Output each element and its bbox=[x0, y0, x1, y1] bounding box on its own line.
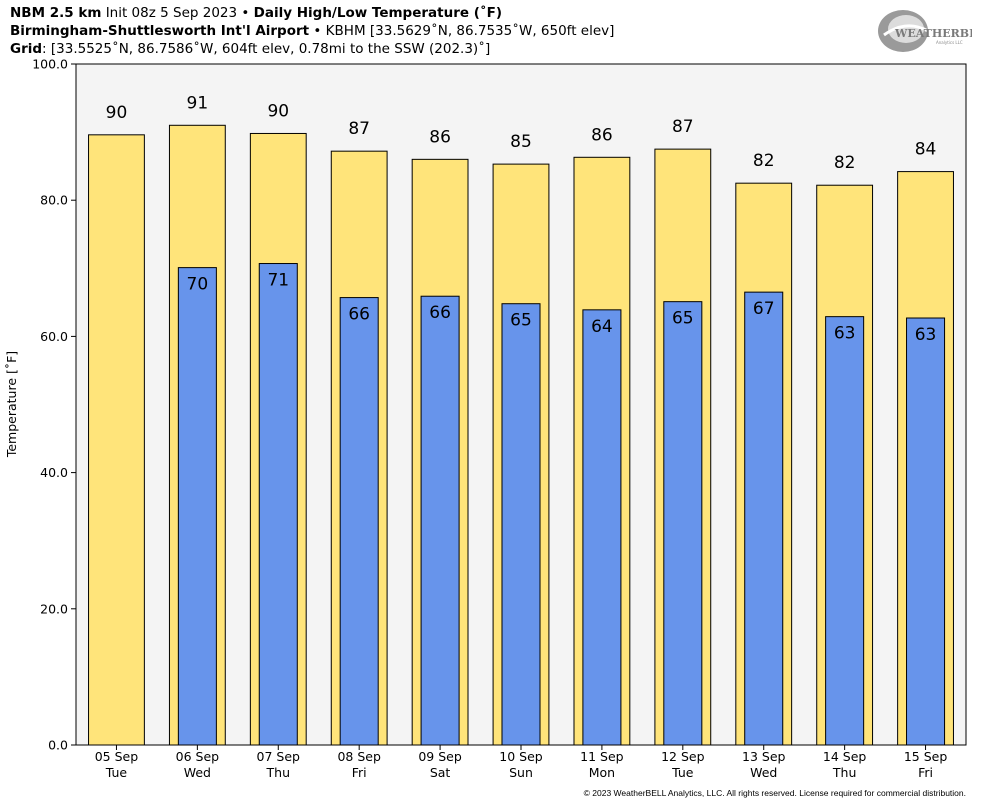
low-temp-label: 63 bbox=[915, 325, 937, 345]
low-temp-bar bbox=[825, 316, 865, 746]
y-tick-label: 100.0 bbox=[32, 57, 68, 72]
high-temp-label: 87 bbox=[348, 119, 370, 139]
high-temp-label: 82 bbox=[834, 153, 856, 173]
model-name: NBM 2.5 km bbox=[10, 5, 102, 21]
logo-text: WEATHERBELL bbox=[894, 27, 972, 40]
low-temp-bar bbox=[582, 309, 622, 746]
y-tick-label: 80.0 bbox=[40, 193, 68, 208]
low-temp-bar bbox=[663, 301, 703, 746]
title-line: NBM 2.5 km Init 08z 5 Sep 2023 • Daily H… bbox=[10, 5, 502, 22]
low-temp-bar bbox=[420, 295, 460, 746]
high-temp-label: 90 bbox=[267, 101, 289, 121]
low-temp-label: 66 bbox=[348, 305, 370, 325]
low-temp-bar bbox=[906, 317, 946, 746]
x-tick-label-day: Mon bbox=[589, 765, 615, 780]
x-tick-label-date: 11 Sep bbox=[580, 749, 624, 764]
grid-line: Grid: [33.5525˚N, 86.7586˚W, 604ft elev,… bbox=[10, 41, 490, 58]
high-temp-label: 82 bbox=[753, 151, 775, 171]
x-tick-label-date: 09 Sep bbox=[418, 749, 462, 764]
station-info: KBHM [33.5629˚N, 86.7535˚W, 650ft elev] bbox=[325, 23, 615, 39]
x-tick-label-day: Wed bbox=[184, 765, 211, 780]
y-tick-label: 40.0 bbox=[40, 465, 68, 480]
x-tick-label-day: Fri bbox=[918, 765, 933, 780]
x-tick-label-day: Sat bbox=[430, 765, 451, 780]
x-tick-label-date: 10 Sep bbox=[499, 749, 543, 764]
x-tick-label-date: 05 Sep bbox=[95, 749, 139, 764]
high-temp-bar bbox=[88, 134, 145, 746]
grid-label: Grid bbox=[10, 41, 43, 57]
y-axis: 0.0 20.0 40.0 60.0 80.0 100.0 bbox=[32, 57, 76, 753]
high-temp-label: 86 bbox=[429, 127, 451, 147]
station-name: Birmingham-Shuttlesworth Int'l Airport bbox=[10, 23, 310, 39]
high-temp-label: 86 bbox=[591, 125, 613, 145]
low-temperature-labels: 70 71 66 66 65 64 65 67 63 63 bbox=[187, 271, 937, 345]
product-title: Daily High/Low Temperature (˚F) bbox=[253, 5, 503, 21]
low-temperature-bars bbox=[177, 263, 946, 746]
logo-swirl-inner-icon bbox=[888, 15, 924, 43]
low-temp-bar bbox=[501, 303, 541, 746]
y-axis-label: Temperature [˚F] bbox=[4, 351, 19, 458]
x-tick-label-date: 06 Sep bbox=[176, 749, 220, 764]
x-tick-label-date: 13 Sep bbox=[742, 749, 786, 764]
low-temp-label: 70 bbox=[187, 275, 209, 295]
low-temp-label: 65 bbox=[510, 311, 532, 331]
high-temperature-labels: 90 91 90 87 86 85 86 87 82 82 84 bbox=[106, 93, 937, 173]
logo-swirl-arc-icon bbox=[883, 24, 929, 37]
x-tick-label-day: Tue bbox=[105, 765, 128, 780]
high-temp-label: 85 bbox=[510, 132, 532, 152]
high-temp-label: 84 bbox=[915, 140, 937, 160]
low-temp-bar bbox=[744, 291, 784, 746]
station-bullet: • bbox=[313, 23, 322, 39]
low-temp-label: 67 bbox=[753, 299, 775, 319]
station-line: Birmingham-Shuttlesworth Int'l Airport •… bbox=[10, 23, 614, 40]
x-tick-label-day: Thu bbox=[266, 765, 290, 780]
copyright-notice: © 2023 WeatherBELL Analytics, LLC. All r… bbox=[583, 788, 966, 798]
x-tick-label-date: 08 Sep bbox=[337, 749, 381, 764]
x-tick-label-day: Fri bbox=[352, 765, 367, 780]
x-tick-label-date: 07 Sep bbox=[257, 749, 301, 764]
weatherbell-logo: WEATHERBELL Analytics LLC bbox=[878, 10, 972, 52]
x-tick-label-date: 15 Sep bbox=[904, 749, 948, 764]
x-tick-label-day: Sun bbox=[509, 765, 533, 780]
title-bullet: • bbox=[241, 5, 250, 21]
high-temp-label: 90 bbox=[106, 103, 128, 123]
low-temp-bar bbox=[177, 267, 217, 746]
x-tick-label-date: 14 Sep bbox=[823, 749, 867, 764]
low-temp-label: 65 bbox=[672, 309, 694, 329]
low-temp-bar bbox=[339, 297, 379, 746]
init-time: Init 08z 5 Sep 2023 bbox=[105, 5, 238, 21]
x-tick-label-day: Wed bbox=[750, 765, 777, 780]
low-temp-label: 63 bbox=[834, 324, 856, 344]
low-temp-label: 64 bbox=[591, 317, 613, 337]
low-temp-label: 66 bbox=[429, 303, 451, 323]
low-temp-bar bbox=[258, 263, 298, 746]
logo-subtext: Analytics LLC bbox=[936, 40, 963, 45]
y-tick-label: 60.0 bbox=[40, 329, 68, 344]
x-tick-label-day: Tue bbox=[671, 765, 694, 780]
x-tick-label-day: Thu bbox=[832, 765, 856, 780]
low-temp-label: 71 bbox=[267, 271, 289, 291]
y-tick-label: 0.0 bbox=[48, 738, 68, 753]
grid-info: : [33.5525˚N, 86.7586˚W, 604ft elev, 0.7… bbox=[42, 41, 491, 57]
high-temp-label: 87 bbox=[672, 117, 694, 137]
x-tick-label-date: 12 Sep bbox=[661, 749, 705, 764]
high-temp-label: 91 bbox=[187, 93, 209, 113]
y-tick-label: 20.0 bbox=[40, 601, 68, 616]
